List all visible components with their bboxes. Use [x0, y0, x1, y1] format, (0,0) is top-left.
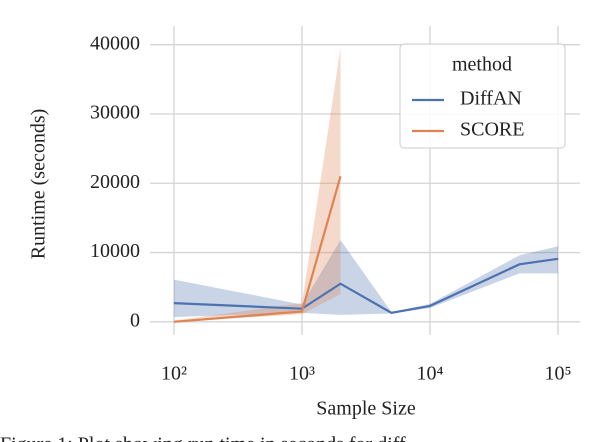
legend-title: method [452, 54, 512, 76]
x-axis-label: Sample Size [316, 398, 416, 420]
confidence-band [173, 240, 558, 317]
legend-label: SCORE [460, 119, 524, 141]
x-tick-label: 10² [161, 363, 187, 385]
y-tick-label: 10000 [90, 240, 140, 262]
y-tick-label: 0 [130, 309, 140, 331]
x-tick-label: 10⁵ [544, 363, 571, 385]
y-axis-label: Runtime (seconds) [28, 109, 50, 260]
y-tick-label: 30000 [90, 102, 140, 124]
y-tick-label: 40000 [90, 32, 140, 54]
caption: Figure 1: Plot showing run time in secon… [0, 434, 406, 442]
legend-box [399, 43, 566, 149]
line [173, 176, 342, 323]
legend-label: DiffAN [460, 88, 522, 110]
confidence-band [173, 48, 341, 322]
x-tick-label: 10⁴ [416, 363, 443, 385]
x-tick-label: 10³ [289, 363, 315, 385]
y-tick-label: 20000 [90, 171, 140, 193]
